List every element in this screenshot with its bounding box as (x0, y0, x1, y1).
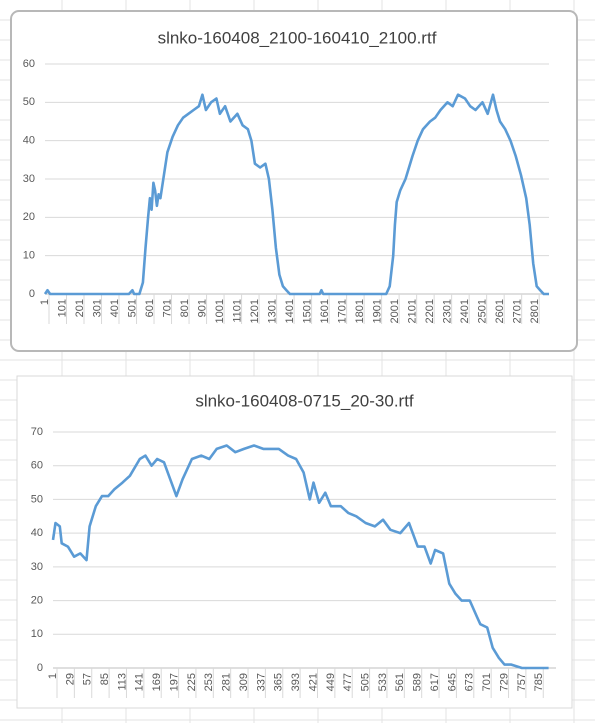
x-tick-label: 1601 (319, 299, 331, 323)
x-tick-label: 2801 (529, 299, 541, 323)
x-tick-label: 477 (342, 673, 354, 691)
x-tick-label: 1701 (337, 299, 349, 323)
x-tick-label: 601 (144, 299, 156, 317)
x-tick-label: 501 (126, 299, 138, 317)
y-tick-label: 20 (31, 594, 43, 606)
x-tick-label: 197 (168, 673, 180, 691)
x-tick-label: 1 (39, 299, 51, 305)
x-tick-label: 29 (64, 673, 76, 685)
x-tick-label: 589 (412, 673, 424, 691)
x-tick-label: 561 (394, 673, 406, 691)
y-tick-label: 0 (37, 662, 43, 674)
x-tick-label: 1501 (301, 299, 313, 323)
y-tick-label: 40 (31, 527, 43, 539)
x-tick-label: 393 (290, 673, 302, 691)
x-tick-label: 701 (481, 673, 493, 691)
x-tick-label: 2201 (424, 299, 436, 323)
y-tick-label: 30 (31, 561, 43, 573)
x-tick-label: 1101 (231, 299, 243, 323)
y-tick-label: 50 (23, 96, 35, 108)
x-tick-label: 169 (151, 673, 163, 691)
y-tick-label: 60 (31, 460, 43, 472)
x-tick-label: 901 (196, 299, 208, 317)
y-tick-label: 10 (31, 628, 43, 640)
data-line (43, 93, 549, 296)
x-tick-label: 225 (186, 673, 198, 691)
x-tick-label: 2501 (477, 299, 489, 323)
x-tick-label: 2101 (407, 299, 419, 323)
x-tick-label: 449 (325, 673, 337, 691)
y-tick-label: 0 (29, 288, 35, 300)
x-tick-label: 141 (134, 673, 146, 691)
x-tick-label: 57 (82, 673, 94, 685)
x-tick-label: 757 (516, 673, 528, 691)
x-tick-label: 1301 (266, 299, 278, 323)
y-tick-label: 20 (23, 211, 35, 223)
x-tick-label: 101 (56, 299, 68, 317)
x-tick-label: 281 (221, 673, 233, 691)
x-tick-label: 505 (359, 673, 371, 691)
x-tick-label: 337 (255, 673, 267, 691)
x-tick-label: 1001 (214, 299, 226, 323)
x-tick-label: 729 (498, 673, 510, 691)
y-tick-label: 60 (23, 58, 35, 70)
y-tick-label: 50 (31, 493, 43, 505)
x-tick-label: 1201 (249, 299, 261, 323)
x-tick-label: 701 (161, 299, 173, 317)
x-tick-label: 113 (116, 673, 128, 691)
x-tick-label: 309 (238, 673, 250, 691)
y-tick-label: 40 (23, 135, 35, 147)
x-tick-label: 1401 (284, 299, 296, 323)
x-tick-label: 2301 (442, 299, 454, 323)
x-tick-label: 2601 (494, 299, 506, 323)
x-tick-label: 2001 (389, 299, 401, 323)
x-tick-label: 801 (179, 299, 191, 317)
x-tick-label: 253 (203, 673, 215, 691)
y-tick-label: 10 (23, 250, 35, 262)
y-tick-label: 70 (31, 426, 43, 438)
x-tick-label: 533 (377, 673, 389, 691)
chart-frame-selected[interactable] (10, 10, 578, 352)
x-tick-label: 301 (91, 299, 103, 317)
x-tick-label: 2701 (512, 299, 524, 323)
x-tick-label: 645 (446, 673, 458, 691)
x-tick-label: 201 (74, 299, 86, 317)
chart-title: slnko-160408_2100-160410_2100.rtf (158, 28, 437, 47)
x-tick-label: 785 (533, 673, 545, 691)
x-tick-label: 401 (109, 299, 121, 317)
x-tick-label: 1 (47, 673, 59, 679)
x-tick-label: 365 (273, 673, 285, 691)
chart-frame[interactable] (16, 375, 573, 709)
x-tick-label: 421 (307, 673, 319, 691)
x-tick-label: 2401 (459, 299, 471, 323)
y-tick-label: 30 (23, 173, 35, 185)
chart-title: slnko-160408-0715_20-30.rtf (195, 391, 414, 410)
x-tick-label: 1801 (354, 299, 366, 323)
x-tick-label: 1901 (372, 299, 384, 323)
data-line (51, 444, 549, 670)
x-tick-label: 85 (99, 673, 111, 685)
x-tick-label: 617 (429, 673, 441, 691)
x-tick-label: 673 (464, 673, 476, 691)
